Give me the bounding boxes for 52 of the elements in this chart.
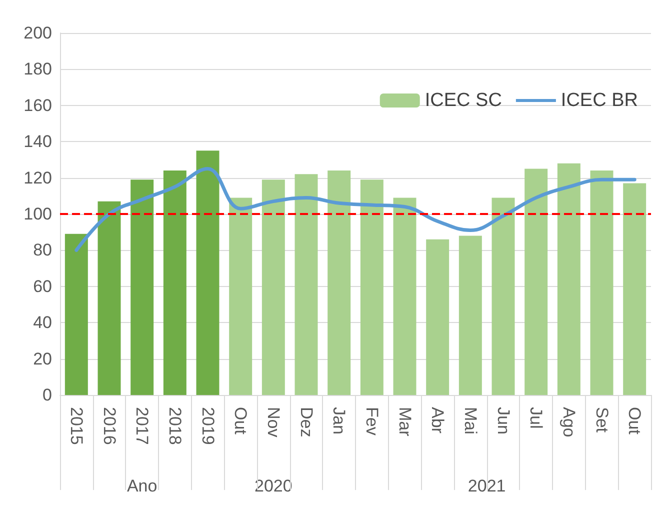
x-tick-label: Out <box>625 407 644 435</box>
x-tick-label: 2016 <box>100 407 119 445</box>
text: 2021 <box>468 476 506 496</box>
bar <box>557 163 580 395</box>
x-tick-label: 2018 <box>165 407 184 445</box>
y-tick-label: 120 <box>24 168 52 188</box>
bar <box>262 180 285 395</box>
x-tick-label: 2019 <box>198 407 218 445</box>
y-tick-label: 60 <box>33 276 52 296</box>
line-series <box>74 167 636 252</box>
bar <box>98 201 121 395</box>
legend-label: ICEC BR <box>560 90 638 111</box>
bar <box>426 239 450 395</box>
x-tick-label: Ago <box>559 407 578 438</box>
x-tick-label: Nov <box>264 407 283 438</box>
x-tick-label: Jan <box>330 407 349 434</box>
x-tick-label: Set <box>592 407 612 433</box>
y-tick-label: 80 <box>33 240 52 260</box>
x-tick-label: Out <box>231 407 250 435</box>
x-tick-label: Fev <box>362 407 382 436</box>
bar <box>458 236 482 395</box>
y-tick-label: 200 <box>24 24 52 42</box>
bar <box>163 170 186 395</box>
x-tick-label: Jul <box>526 407 546 429</box>
x-tick-label: 2015 <box>66 407 86 445</box>
bar <box>590 170 614 395</box>
bar <box>492 198 515 395</box>
x-tick-label: Dez <box>296 407 316 438</box>
x-tick-label: Jun <box>494 407 513 434</box>
bar <box>64 234 88 395</box>
y-tick-label: 20 <box>33 349 52 368</box>
y-tick-label: 140 <box>24 132 52 152</box>
x-tick-label: Mai <box>460 407 480 434</box>
bar <box>229 198 252 395</box>
y-tick-label: 100 <box>24 204 52 224</box>
text: Ano <box>126 476 158 496</box>
x-tick-label: 2017 <box>132 407 152 445</box>
bar <box>130 180 154 395</box>
bar <box>294 174 318 395</box>
y-tick-label: 180 <box>24 60 52 79</box>
x-tick-label: Mar <box>395 407 414 437</box>
legend-label: ICEC SC <box>424 90 502 111</box>
bar <box>623 183 646 395</box>
y-tick-label: 160 <box>24 96 52 115</box>
y-tick-label: 40 <box>33 313 52 332</box>
bar <box>360 180 384 395</box>
bar <box>524 168 548 395</box>
y-tick-label: 0 <box>42 386 52 404</box>
bar <box>328 170 351 395</box>
x-tick-label: Abr <box>428 407 448 434</box>
bar <box>196 150 220 395</box>
bar <box>393 198 416 395</box>
